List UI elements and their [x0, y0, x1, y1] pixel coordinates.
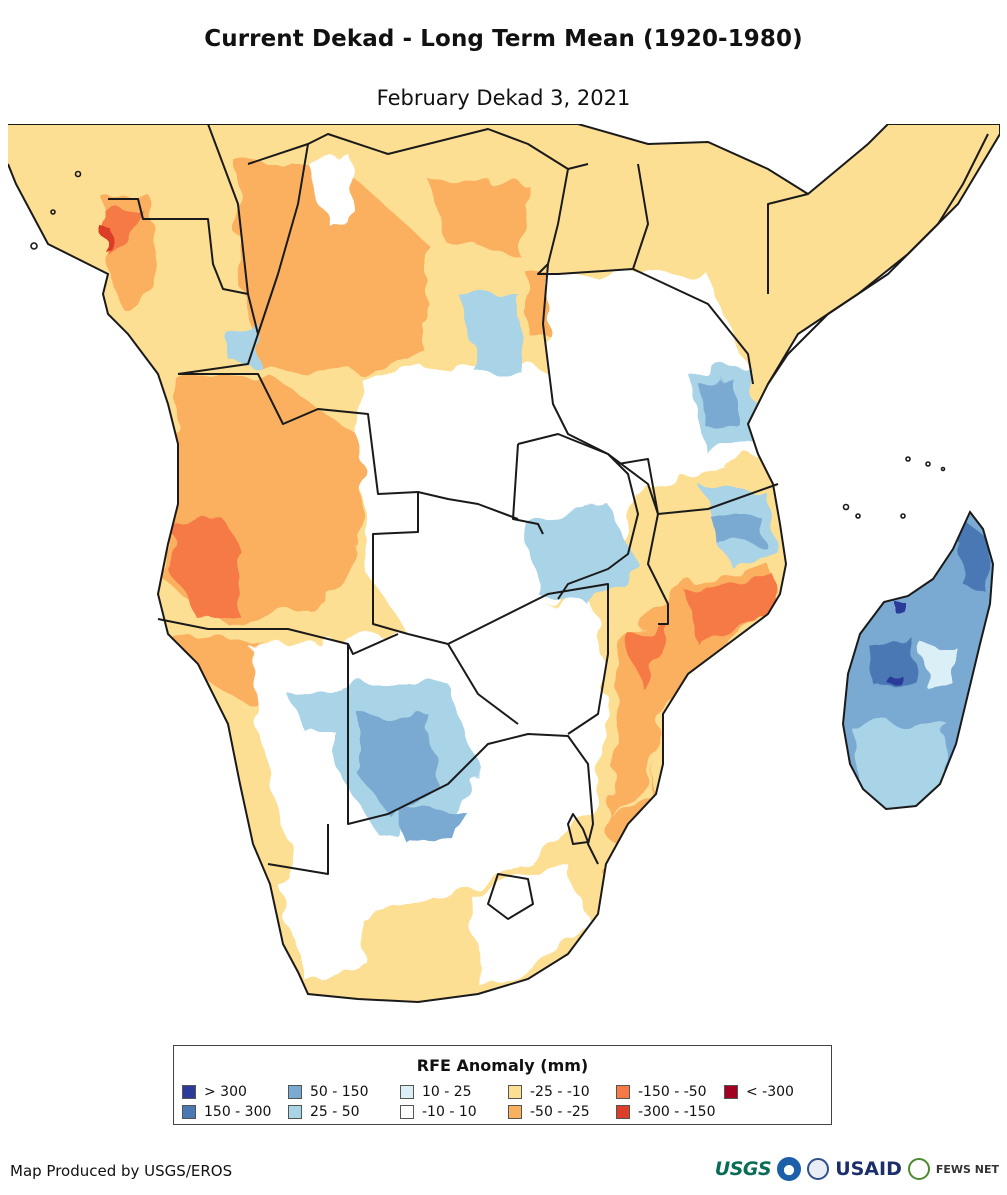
legend-item: 10 - 25 — [400, 1084, 472, 1100]
legend-item: -10 - 10 — [400, 1104, 477, 1120]
legend-label: -150 - -50 — [638, 1084, 707, 1100]
legend-item: -300 - -150 — [616, 1104, 716, 1120]
usgs-logo: USGS — [714, 1158, 772, 1180]
legend-swatch — [616, 1105, 630, 1119]
legend-label: 10 - 25 — [422, 1084, 472, 1100]
map-title: Current Dekad - Long Term Mean (1920-198… — [204, 26, 803, 52]
legend-item: 150 - 300 — [182, 1104, 271, 1120]
legend-item: 50 - 150 — [288, 1084, 369, 1100]
commerce-seal-icon — [807, 1158, 830, 1180]
noaa-seal-icon — [777, 1157, 802, 1181]
fews-globe-icon — [907, 1158, 930, 1180]
madagascar-coastline — [841, 510, 995, 811]
legend-swatch — [288, 1085, 302, 1099]
legend-label: -10 - 10 — [422, 1104, 477, 1120]
fews-net-logo: FEWS NET — [935, 1162, 999, 1176]
legend-swatch — [724, 1085, 738, 1099]
legend-label: 50 - 150 — [310, 1084, 369, 1100]
mainland-coastline — [8, 124, 1000, 1004]
legend-label: -50 - -25 — [530, 1104, 590, 1120]
legend-swatch — [288, 1105, 302, 1119]
legend-box: RFE Anomaly (mm) > 300 150 - 300 50 - 150 2… — [173, 1045, 832, 1125]
legend-label: 25 - 50 — [310, 1104, 360, 1120]
legend-item: > 300 — [182, 1084, 247, 1100]
legend-swatch — [400, 1085, 414, 1099]
map-subtitle: February Dekad 3, 2021 — [376, 86, 631, 110]
legend-label: 150 - 300 — [204, 1104, 272, 1120]
legend-item: -150 - -50 — [616, 1084, 707, 1100]
partner-logos: USGS USAID FEWS NET — [715, 1157, 999, 1181]
legend-item: < -300 — [724, 1084, 794, 1100]
legend-swatch — [182, 1105, 196, 1119]
legend-swatch — [508, 1105, 522, 1119]
legend-title: RFE Anomaly (mm) — [416, 1056, 589, 1075]
legend-swatch — [182, 1085, 196, 1099]
legend-swatch — [400, 1105, 414, 1119]
legend-item: -50 - -25 — [508, 1104, 590, 1120]
legend-label: -25 - -10 — [530, 1084, 590, 1100]
usaid-logo: USAID — [835, 1158, 902, 1180]
legend-item: 25 - 50 — [288, 1104, 360, 1120]
mainland-anomaly-field — [8, 124, 1000, 1002]
legend-item: -25 - -10 — [508, 1084, 590, 1100]
legend-label: > 300 — [204, 1084, 247, 1100]
legend-swatch — [508, 1085, 522, 1099]
rainfall-anomaly-map — [8, 124, 1000, 1024]
country-borders — [108, 124, 989, 920]
map-credit: Map Produced by USGS/EROS — [10, 1162, 233, 1180]
legend-swatch — [616, 1085, 630, 1099]
small-islands — [30, 170, 946, 519]
legend-label: -300 - -150 — [638, 1104, 716, 1120]
legend-label: < -300 — [746, 1084, 794, 1100]
